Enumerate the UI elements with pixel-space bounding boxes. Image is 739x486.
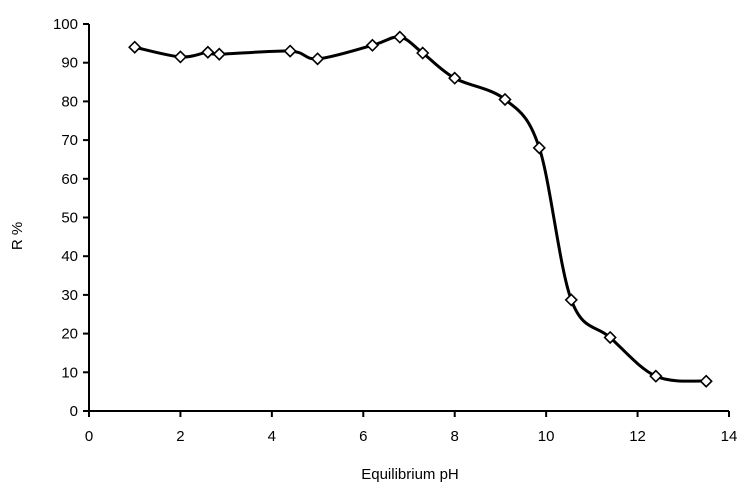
data-point	[699, 374, 713, 388]
x-tick-label: 14	[721, 428, 738, 445]
y-tick-label: 100	[53, 16, 78, 33]
data-point	[649, 369, 663, 383]
x-tick-label: 4	[268, 428, 276, 445]
data-point	[310, 52, 325, 66]
x-tick-label: 8	[451, 428, 459, 445]
y-axis-title: R %	[9, 222, 26, 250]
y-tick-label: 0	[70, 403, 78, 420]
data-point	[173, 50, 188, 64]
y-tick-label: 70	[61, 132, 78, 149]
data-point	[564, 293, 578, 307]
data-point	[532, 141, 546, 155]
data-point	[448, 71, 462, 85]
data-point	[212, 47, 226, 61]
data-point	[416, 46, 430, 60]
x-tick-label: 6	[359, 428, 367, 445]
data-point	[498, 92, 512, 107]
y-tick-label: 80	[61, 93, 78, 110]
series	[128, 30, 713, 388]
data-point	[283, 44, 297, 58]
data-point	[393, 30, 407, 44]
y-tick-label: 40	[61, 248, 78, 265]
x-axis-title: Equilibrium pH	[361, 466, 459, 483]
y-tick-label: 30	[61, 287, 78, 304]
y-tick-label: 60	[61, 171, 78, 188]
y-axis: 0 10 20 30 40 50 60 70 80 90 100	[53, 16, 90, 420]
data-point	[201, 45, 215, 59]
x-axis: 0 2 4 6 8 10 12 14	[85, 410, 738, 445]
x-tick-label: 2	[176, 428, 184, 445]
y-tick-label: 50	[61, 210, 78, 227]
y-tick-label: 10	[61, 364, 78, 381]
y-tick-label: 90	[61, 55, 78, 72]
data-point	[365, 38, 380, 52]
y-tick-label: 20	[61, 326, 78, 343]
series-line	[134, 35, 707, 383]
x-tick-label: 10	[538, 428, 555, 445]
data-point	[128, 40, 142, 54]
data-point	[603, 330, 617, 345]
x-tick-label: 12	[629, 428, 646, 445]
x-tick-label: 0	[85, 428, 93, 445]
